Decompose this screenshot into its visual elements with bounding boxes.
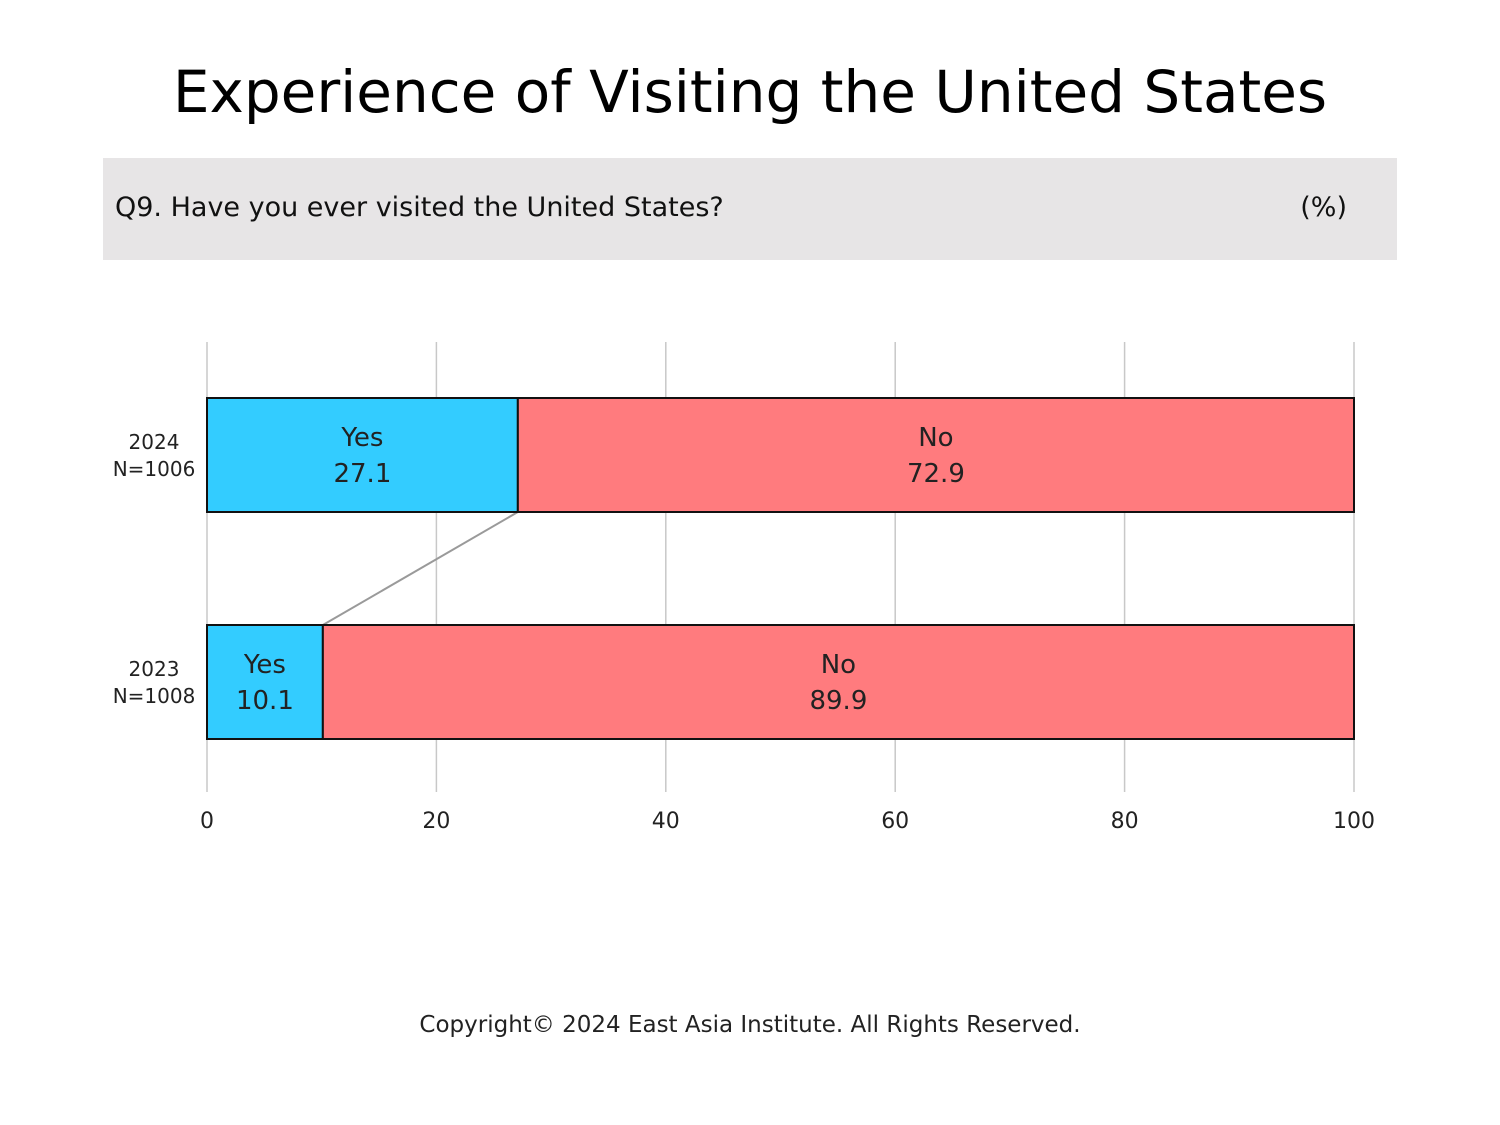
copyright-notice: Copyright© 2024 East Asia Institute. All… — [419, 1012, 1081, 1038]
x-tick-label: 100 — [1333, 809, 1375, 834]
category-sample-size-label: N=1006 — [113, 457, 196, 481]
bar-segment-yes-2023 — [206, 624, 324, 740]
question-text: Q9. Have you ever visited the United Sta… — [115, 192, 724, 223]
segment-value-label: 27.1 — [333, 459, 391, 489]
segment-series-label: No — [918, 423, 953, 453]
yes-connector-line — [322, 511, 519, 626]
category-year-label: 2024 — [129, 430, 180, 454]
segment-value-label: 89.9 — [809, 686, 867, 716]
x-tick-label: 80 — [1111, 809, 1139, 834]
bar-segment-no-2024 — [516, 397, 1355, 513]
x-tick-label: 40 — [652, 809, 680, 834]
x-tick-label: 0 — [200, 809, 214, 834]
segment-value-label: 10.1 — [236, 686, 294, 716]
unit-label: (%) — [1300, 192, 1347, 223]
x-tick-label: 20 — [422, 809, 450, 834]
segment-series-label: Yes — [243, 650, 286, 680]
bar-segment-yes-2024 — [206, 397, 519, 513]
bar-segment-no-2023 — [321, 624, 1355, 740]
segment-value-label: 72.9 — [907, 459, 965, 489]
category-year-label: 2023 — [129, 657, 180, 681]
segment-series-label: Yes — [340, 423, 383, 453]
x-tick-label: 60 — [881, 809, 909, 834]
category-sample-size-label: N=1008 — [113, 684, 196, 708]
chart-title: Experience of Visiting the United States — [172, 58, 1328, 126]
segment-series-label: No — [821, 650, 856, 680]
question-banner: Q9. Have you ever visited the United Sta… — [103, 158, 1397, 260]
